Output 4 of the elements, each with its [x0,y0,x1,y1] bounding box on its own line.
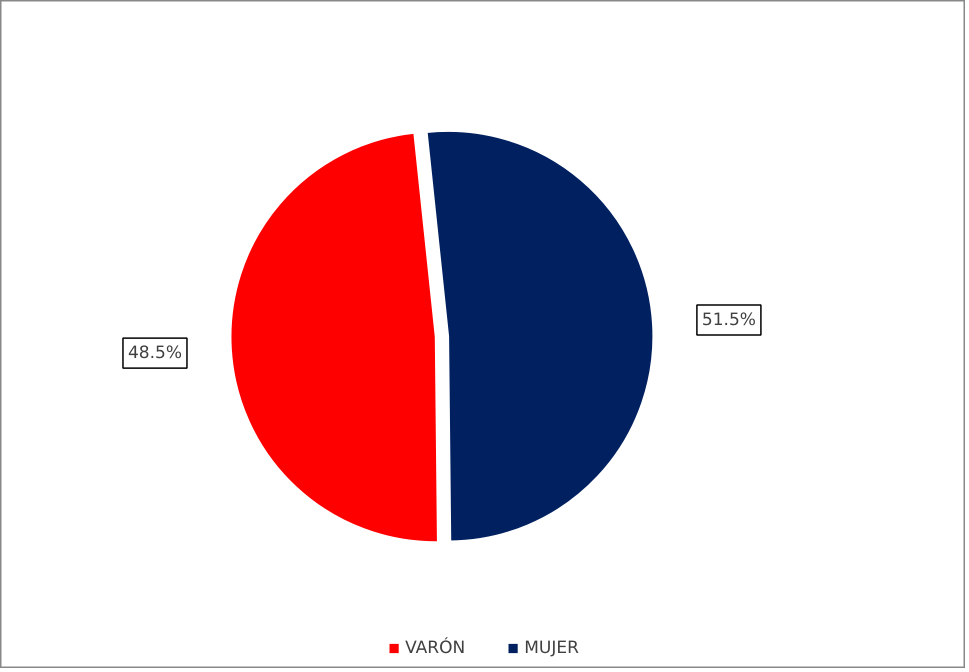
legend-label: VARÓN [405,638,466,658]
data-label: 48.5% [128,343,182,364]
legend-label: MUJER [524,638,579,658]
data-label: 51.5% [702,310,756,330]
